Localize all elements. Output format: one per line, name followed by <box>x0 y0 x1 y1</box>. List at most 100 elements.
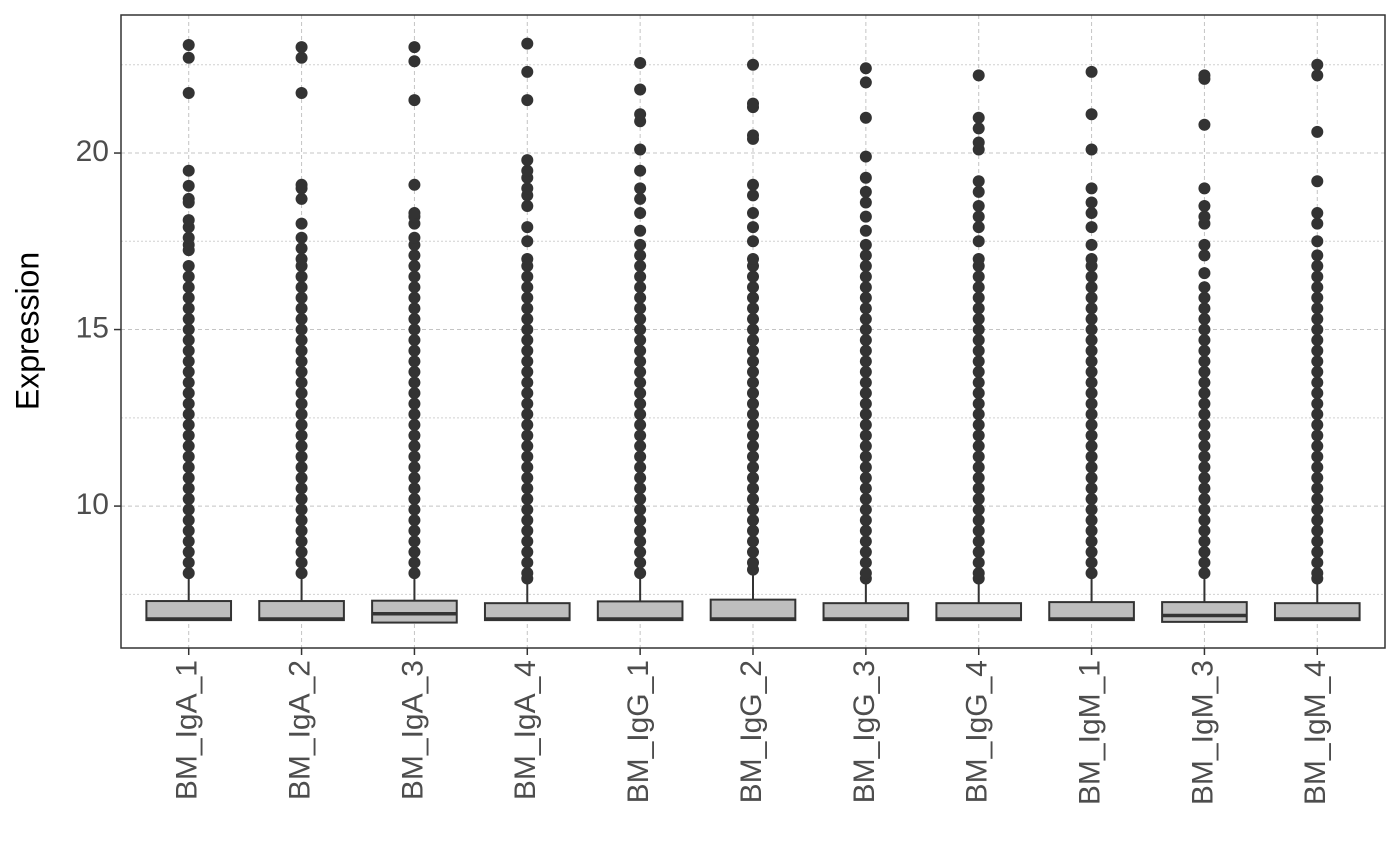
outlier <box>408 471 421 484</box>
outlier <box>408 291 421 304</box>
outlier <box>1198 567 1211 580</box>
outlier <box>182 39 195 52</box>
outlier <box>1311 376 1324 389</box>
outlier <box>521 182 534 195</box>
outlier <box>521 221 534 234</box>
outlier <box>182 408 195 421</box>
outlier <box>295 461 308 474</box>
outlier <box>972 514 985 527</box>
outlier <box>521 344 534 357</box>
outlier <box>972 471 985 484</box>
outlier <box>1311 207 1324 220</box>
outlier <box>1085 252 1098 265</box>
outlier <box>408 482 421 495</box>
outlier <box>1085 545 1098 558</box>
outlier <box>1198 429 1211 442</box>
outlier <box>408 270 421 283</box>
outlier <box>408 355 421 368</box>
outlier <box>634 535 647 548</box>
outlier <box>1311 408 1324 421</box>
outlier <box>408 556 421 569</box>
outlier <box>972 440 985 453</box>
outlier <box>521 493 534 506</box>
outlier <box>1085 221 1098 234</box>
outlier <box>295 482 308 495</box>
outlier <box>295 252 308 265</box>
outlier <box>408 387 421 400</box>
outlier <box>408 365 421 378</box>
outlier <box>182 214 195 227</box>
outlier <box>408 429 421 442</box>
outlier <box>747 556 759 569</box>
outlier <box>634 312 647 325</box>
outlier <box>634 182 647 195</box>
outlier <box>408 302 421 315</box>
outlier <box>182 281 195 294</box>
outlier <box>182 503 195 516</box>
outlier <box>859 418 872 431</box>
outlier <box>521 291 534 304</box>
outlier <box>182 524 195 537</box>
outlier <box>859 397 872 410</box>
outlier <box>521 397 534 410</box>
outlier <box>972 221 985 234</box>
outlier <box>634 567 647 580</box>
outlier <box>972 185 985 198</box>
outlier <box>859 344 872 357</box>
outlier <box>1311 344 1324 357</box>
outlier <box>521 235 534 248</box>
outlier <box>634 108 647 121</box>
outlier <box>859 545 872 558</box>
outlier <box>295 355 308 368</box>
outlier <box>1198 281 1211 294</box>
outlier <box>1311 418 1324 431</box>
outlier <box>634 397 647 410</box>
outlier <box>634 482 647 495</box>
outlier <box>972 376 985 389</box>
outlier <box>1311 429 1324 442</box>
outlier <box>859 376 872 389</box>
x-tick-label: BM_IgG_1 <box>622 660 655 803</box>
outlier <box>859 281 872 294</box>
x-tick-label: BM_IgM_3 <box>1186 660 1219 805</box>
outlier <box>182 355 195 368</box>
outlier <box>859 150 872 163</box>
outlier <box>1311 355 1324 368</box>
outlier <box>634 514 647 527</box>
outlier <box>1311 281 1324 294</box>
outlier <box>972 461 985 474</box>
outlier <box>521 418 534 431</box>
outlier <box>747 178 759 191</box>
outlier <box>408 41 421 54</box>
outlier <box>859 493 872 506</box>
outlier <box>1085 365 1098 378</box>
outlier <box>1085 182 1098 195</box>
outlier <box>408 55 421 68</box>
outlier <box>859 514 872 527</box>
outlier <box>295 291 308 304</box>
outlier <box>295 503 308 516</box>
outlier <box>1311 334 1324 347</box>
outlier <box>747 291 759 304</box>
outlier <box>408 376 421 389</box>
outlier <box>295 344 308 357</box>
outlier <box>747 545 759 558</box>
outlier <box>182 556 195 569</box>
outlier <box>634 281 647 294</box>
outlier <box>182 302 195 315</box>
outlier <box>1085 281 1098 294</box>
outlier <box>521 281 534 294</box>
outlier <box>1085 65 1098 78</box>
outlier <box>1311 291 1324 304</box>
outlier <box>1311 69 1324 82</box>
outlier <box>1311 249 1324 262</box>
outlier <box>747 235 759 248</box>
outlier <box>634 365 647 378</box>
outlier <box>295 514 308 527</box>
outlier <box>747 450 759 463</box>
outlier <box>634 83 647 96</box>
outlier <box>747 503 759 516</box>
outlier <box>1198 514 1211 527</box>
outlier <box>182 535 195 548</box>
outlier <box>972 567 985 580</box>
